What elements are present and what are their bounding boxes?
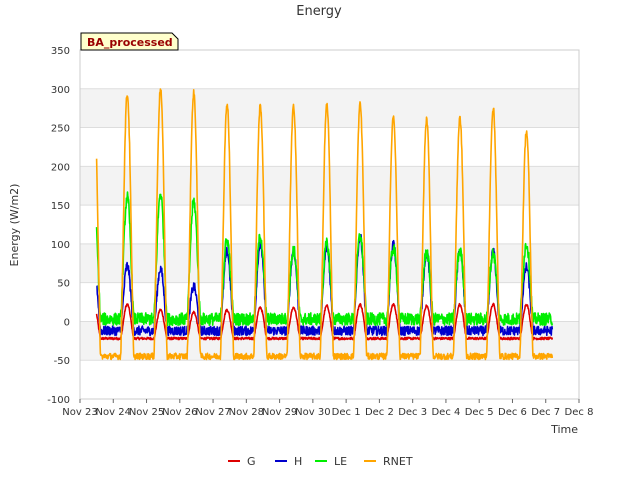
x-tick-label: Dec 5 <box>465 407 494 418</box>
series-line-le <box>95 191 554 327</box>
x-tick-label: Dec 8 <box>565 407 594 418</box>
legend-item-g: G <box>228 455 256 468</box>
legend-label: RNET <box>383 455 413 468</box>
y-tick-label: 200 <box>51 162 70 173</box>
x-tick-label: Dec 3 <box>398 407 427 418</box>
plot-band <box>80 321 579 361</box>
y-tick-label: 350 <box>51 46 70 57</box>
x-tick-label: Nov 24 <box>96 407 131 418</box>
legend-label: G <box>247 455 256 468</box>
legend-label: LE <box>334 455 347 468</box>
legend-label: H <box>294 455 302 468</box>
x-axis-label: Time <box>550 423 578 436</box>
chart-title: Energy <box>296 4 342 19</box>
y-tick-label: 250 <box>51 124 70 135</box>
y-tick-label: -100 <box>47 395 70 406</box>
x-tick-label: Dec 2 <box>365 407 394 418</box>
y-tick-label: 0 <box>64 317 70 328</box>
x-tick-label: Nov 23 <box>62 407 97 418</box>
plot-frame <box>79 49 580 400</box>
x-tick-label: Nov 26 <box>162 407 197 418</box>
x-tick-label: Nov 28 <box>229 407 264 418</box>
series-line-g <box>95 302 554 341</box>
y-tick-label: 50 <box>57 279 70 290</box>
x-tick-label: Nov 25 <box>129 407 164 418</box>
x-tick-label: Dec 4 <box>431 407 460 418</box>
legend-item-h: H <box>275 455 302 468</box>
legend-item-rnet: RNET <box>364 455 413 468</box>
y-tick-label: 100 <box>51 240 70 251</box>
badge-text: BA_processed <box>87 36 173 49</box>
x-tick-label: Dec 6 <box>498 407 527 418</box>
x-tick-label: Dec 1 <box>332 407 361 418</box>
series-layer <box>95 88 554 361</box>
legend: G H LE RNET <box>228 455 413 468</box>
y-tick-label: 150 <box>51 201 70 212</box>
legend-item-le: LE <box>315 455 347 468</box>
plot-band <box>80 88 579 128</box>
x-tick-label: Nov 29 <box>262 407 297 418</box>
y-tick-label: -50 <box>54 356 70 367</box>
x-tick-label: Nov 30 <box>295 407 330 418</box>
y-tick-label: 300 <box>51 85 70 96</box>
y-axis-ticks: -100 -50 0 50 100 150 200 250 300 350 <box>47 46 70 406</box>
series-line-rnet <box>95 88 554 361</box>
x-tick-label: Dec 7 <box>531 407 560 418</box>
x-tick-label: Nov 27 <box>195 407 230 418</box>
badge: BA_processed <box>80 32 179 51</box>
badge-box <box>80 32 179 51</box>
y-axis-label: Energy (W/m2) <box>8 184 21 267</box>
